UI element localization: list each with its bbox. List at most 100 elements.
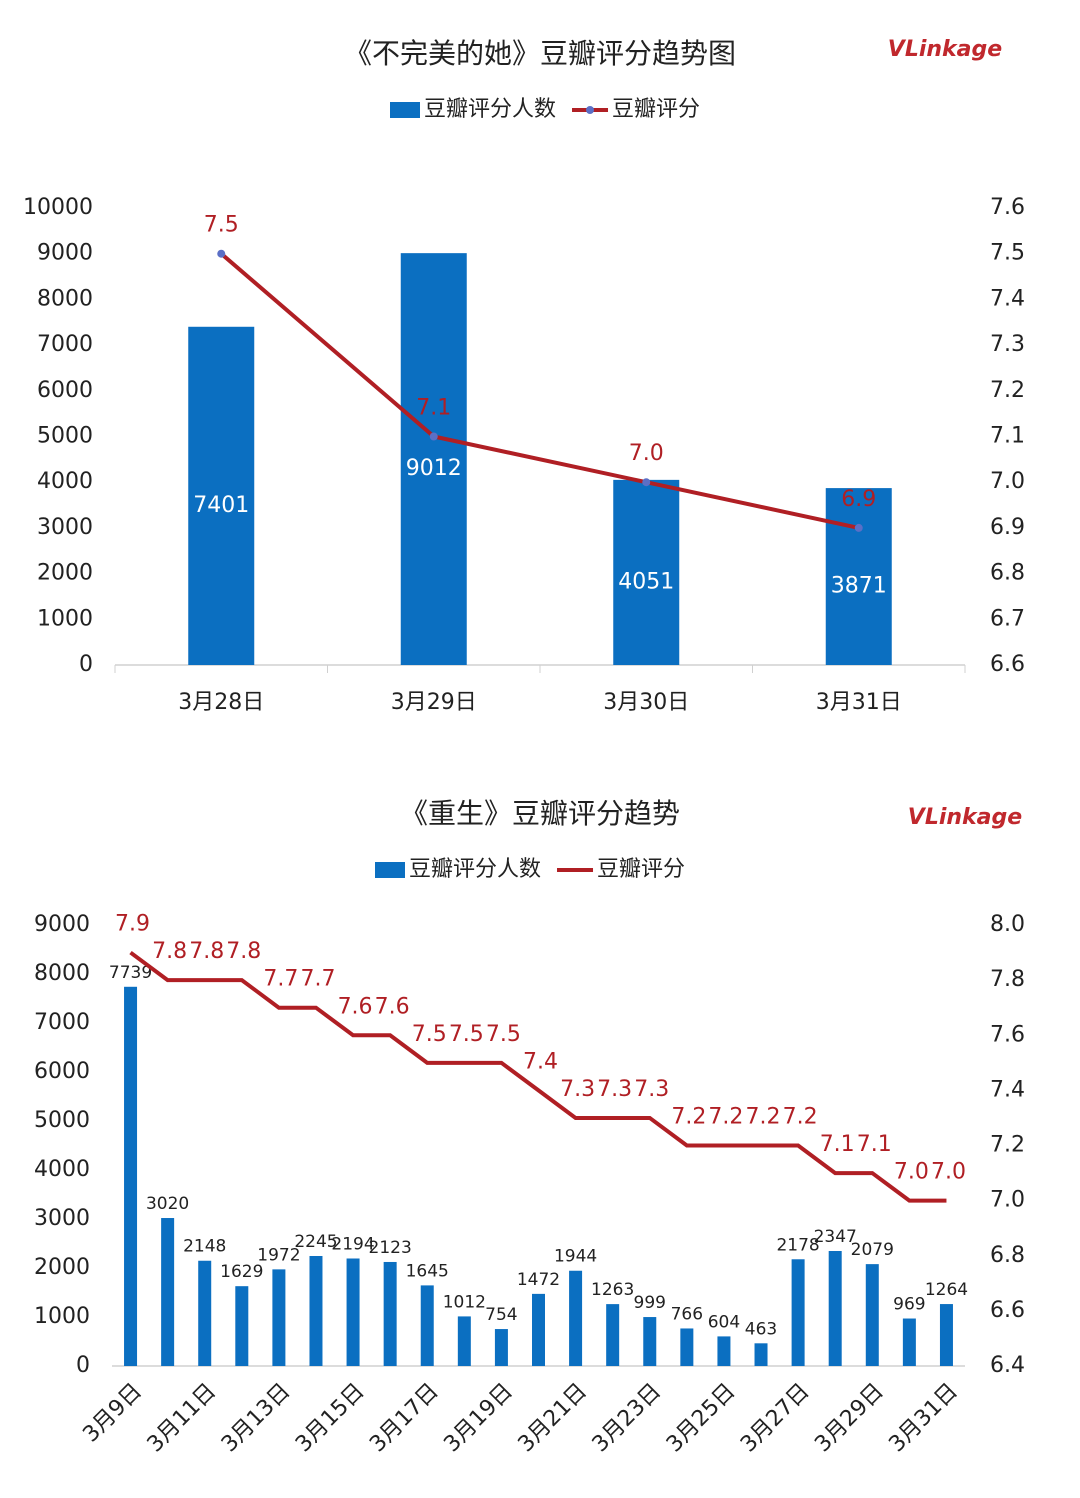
x-tick-label: 3月11日 <box>143 1379 221 1457</box>
y-tick-label: 3000 <box>37 515 93 540</box>
data-label: 1012 <box>443 1292 486 1312</box>
y2-tick-label: 7.0 <box>990 1188 1025 1213</box>
data-label: 9012 <box>406 456 462 481</box>
y2-tick-label: 7.5 <box>990 241 1025 266</box>
legend-label: 豆瓣评分人数 <box>424 97 556 122</box>
data-label: 1972 <box>257 1245 300 1265</box>
bar <box>791 1259 805 1366</box>
data-label: 754 <box>485 1305 517 1325</box>
x-tick-label: 3月31日 <box>884 1379 962 1457</box>
data-label: 1944 <box>554 1247 597 1267</box>
x-tick-label: 3月13日 <box>217 1379 295 1457</box>
data-label: 2347 <box>814 1227 857 1247</box>
bar <box>161 1218 175 1366</box>
data-label: 7.3 <box>634 1077 669 1102</box>
x-tick-label: 3月25日 <box>662 1379 740 1457</box>
data-label: 7.4 <box>523 1049 558 1074</box>
data-label: 3871 <box>831 574 887 599</box>
data-label: 7.1 <box>857 1132 892 1157</box>
bar <box>643 1317 657 1366</box>
data-label: 7.2 <box>708 1105 743 1130</box>
bar <box>124 986 138 1366</box>
y2-tick-label: 7.3 <box>990 332 1025 357</box>
y2-tick-label: 7.2 <box>990 378 1025 403</box>
chart-title: 《重生》豆瓣评分趋势 <box>400 797 680 830</box>
y2-tick-label: 7.4 <box>990 286 1025 311</box>
data-label: 7.9 <box>115 912 150 937</box>
data-label: 1263 <box>591 1280 634 1300</box>
data-label: 7.2 <box>671 1105 706 1130</box>
y2-tick-label: 7.6 <box>990 195 1025 220</box>
bar <box>865 1264 879 1366</box>
legend-label: 豆瓣评分 <box>612 97 700 122</box>
bar <box>825 488 892 665</box>
x-tick-label: 3月27日 <box>736 1379 814 1457</box>
bar <box>420 1285 434 1366</box>
y-tick-label: 5000 <box>34 1108 90 1133</box>
y-tick-label: 2000 <box>37 561 93 586</box>
bar <box>680 1328 694 1366</box>
chart-title: 《不完美的她》豆瓣评分趋势图 <box>344 37 736 70</box>
y-tick-label: 9000 <box>37 241 93 266</box>
y-tick-label: 8000 <box>37 286 93 311</box>
line-marker <box>217 249 226 258</box>
x-tick-label: 3月29日 <box>391 690 477 715</box>
data-label: 7.5 <box>412 1022 447 1047</box>
data-label: 7.0 <box>931 1160 966 1185</box>
data-label: 6.9 <box>841 487 876 512</box>
bar <box>569 1270 583 1366</box>
data-label: 2123 <box>369 1238 412 1258</box>
data-label: 7.6 <box>375 994 410 1019</box>
x-tick-label: 3月31日 <box>816 690 902 715</box>
bar <box>383 1261 397 1366</box>
y2-tick-label: 6.4 <box>990 1353 1025 1378</box>
x-tick-label: 3月29日 <box>810 1379 888 1457</box>
y-tick-label: 10000 <box>23 195 93 220</box>
bar <box>939 1304 953 1366</box>
y-tick-label: 4000 <box>37 469 93 494</box>
x-tick-label: 3月21日 <box>514 1379 592 1457</box>
legend-label: 豆瓣评分 <box>597 857 685 882</box>
data-label: 999 <box>634 1293 666 1313</box>
bar <box>188 326 255 665</box>
x-tick-label: 3月30日 <box>603 690 689 715</box>
bar <box>754 1343 768 1366</box>
y2-tick-label: 6.6 <box>990 1298 1025 1323</box>
data-label: 1645 <box>406 1261 449 1281</box>
bar <box>902 1318 916 1366</box>
y-tick-label: 0 <box>79 652 93 677</box>
data-label: 3020 <box>146 1194 189 1214</box>
legend-label: 豆瓣评分人数 <box>409 857 541 882</box>
legend-marker <box>586 106 595 114</box>
data-label: 7.2 <box>783 1105 818 1130</box>
y-tick-label: 3000 <box>34 1206 90 1231</box>
bar <box>613 479 680 665</box>
data-label: 969 <box>893 1295 925 1315</box>
data-label: 2178 <box>776 1235 819 1255</box>
data-label: 7.7 <box>263 967 298 992</box>
bar <box>828 1250 842 1366</box>
data-label: 7.8 <box>152 939 187 964</box>
y-tick-label: 1000 <box>34 1304 90 1329</box>
x-tick-label: 3月15日 <box>291 1379 369 1457</box>
data-label: 7.8 <box>189 939 224 964</box>
bar <box>235 1286 249 1366</box>
data-label: 7.0 <box>629 441 664 466</box>
data-label: 7739 <box>109 963 152 983</box>
y-tick-label: 1000 <box>37 606 93 631</box>
data-label: 7.8 <box>226 939 261 964</box>
bar <box>346 1258 360 1366</box>
y2-tick-label: 6.7 <box>990 606 1025 631</box>
y-tick-label: 7000 <box>34 1010 90 1035</box>
y-tick-label: 9000 <box>34 912 90 937</box>
data-label: 2194 <box>331 1234 374 1254</box>
bar <box>717 1336 731 1366</box>
bar <box>606 1304 620 1366</box>
y2-tick-label: 6.6 <box>990 652 1025 677</box>
y2-tick-label: 7.6 <box>990 1022 1025 1047</box>
legend-swatch <box>390 102 420 118</box>
x-tick-label: 3月19日 <box>439 1379 517 1457</box>
y-tick-label: 0 <box>76 1353 90 1378</box>
x-tick-label: 3月9日 <box>78 1379 147 1448</box>
